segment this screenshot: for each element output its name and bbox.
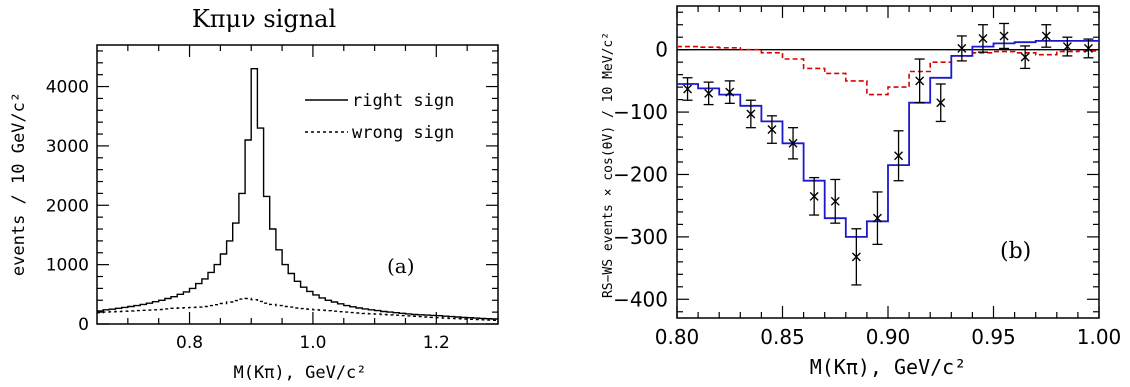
- y-tick-label: 4000: [46, 78, 89, 98]
- panel-a-ticks: [97, 45, 499, 325]
- x-tick-label: 0.8: [176, 333, 203, 353]
- y-tick-label: 1000: [46, 256, 89, 276]
- panel-a-xlabel: M(Kπ), GeV/c²: [233, 363, 366, 383]
- panel-a-legend: right sign wrong sign: [305, 91, 454, 143]
- panel-a-tick-labels: 0.8 1.0 1.2 0 1000 2000 3000 4000: [46, 78, 450, 353]
- y-tick-label: 2000: [46, 196, 89, 216]
- data-point: [830, 178, 841, 224]
- x-tick-label: 1.00: [1077, 325, 1122, 349]
- data-point: [956, 35, 967, 62]
- x-marker-b: [978, 33, 988, 43]
- y-tick-label: 0: [655, 38, 668, 62]
- data-point: [977, 24, 988, 53]
- x-marker-b: [683, 84, 693, 94]
- data-point: [893, 130, 904, 182]
- x-marker-b: [788, 138, 798, 148]
- data-point: [788, 127, 799, 160]
- data-point: [682, 77, 693, 101]
- y-tick-label: −200: [613, 162, 668, 186]
- x-marker-b: [999, 31, 1009, 41]
- x-tick-label: 0.95: [971, 325, 1016, 349]
- right-sign-histogram: [97, 68, 498, 320]
- panel-b-xlabel: M(Kπ), GeV/c²: [810, 355, 967, 379]
- x-marker-b: [1041, 31, 1051, 41]
- data-point: [809, 176, 820, 216]
- x-marker-b: [894, 151, 904, 161]
- x-marker-b: [704, 88, 714, 98]
- y-tick-label: −400: [613, 287, 668, 311]
- red-dashed-histogram: [677, 45, 1099, 96]
- x-tick-label: 1.0: [299, 333, 326, 353]
- panel-b-tick-labels: 0.80 0.85 0.90 0.95 1.00 −400 −300 −200 −100 0: [613, 38, 1121, 349]
- x-marker-b: [1020, 52, 1030, 62]
- data-point: [1020, 45, 1031, 70]
- panel-a-ylabel: events / 10 GeV/c²: [9, 92, 29, 276]
- wrong-sign-histogram: [97, 297, 498, 321]
- blue-fit-histogram: [677, 40, 1099, 238]
- y-tick-label: −100: [613, 100, 668, 124]
- x-marker-b: [957, 43, 967, 53]
- panel-b: 0.80 0.85 0.90 0.95 1.00 −400 −300 −200 −100 0 (b…: [601, 5, 1121, 379]
- panel-a: Kπμν signal 0.8 1.0 1.2 0 1000 2000 3000 4000 r…: [9, 5, 499, 383]
- y-tick-label: 3000: [46, 137, 89, 157]
- panel-b-series: [677, 22, 1099, 286]
- data-point: [1062, 36, 1073, 57]
- panel-a-title: Kπμν signal: [192, 5, 336, 33]
- data-point: [999, 22, 1010, 50]
- panel-a-frame: [96, 44, 499, 325]
- panel-b-ticks: [676, 6, 1100, 318]
- data-point: [703, 81, 714, 106]
- x-tick-label: 0.90: [866, 325, 911, 349]
- x-marker-b: [851, 252, 861, 262]
- x-marker-b: [1083, 43, 1093, 53]
- x-marker-b: [1062, 42, 1072, 52]
- data-point: [766, 115, 777, 144]
- x-tick-label: 0.80: [655, 325, 700, 349]
- x-marker-b: [936, 98, 946, 108]
- data-point: [851, 228, 862, 286]
- data-point: [724, 80, 735, 104]
- x-marker-b: [746, 109, 756, 119]
- panel-b-ylabel: RS−WS events × cos(θV) / 10 MeV/c²: [601, 32, 616, 298]
- x-tick-label: 0.85: [760, 325, 805, 349]
- x-marker-b: [830, 196, 840, 206]
- panel-a-annotation: (a): [387, 254, 415, 278]
- panel-b-annotation: (b): [1000, 239, 1031, 264]
- y-tick-label: 0: [78, 315, 89, 335]
- x-marker-b: [725, 87, 735, 97]
- legend-right-sign-label: right sign: [352, 91, 454, 111]
- x-tick-label: 1.2: [423, 333, 450, 353]
- panel-a-series: [97, 68, 498, 321]
- data-point: [1041, 24, 1052, 48]
- data-point: [872, 191, 883, 246]
- x-marker-b: [915, 76, 925, 86]
- legend-wrong-sign-label: wrong sign: [352, 123, 454, 143]
- data-point: [914, 58, 925, 104]
- x-marker-b: [872, 213, 882, 223]
- x-marker-b: [809, 191, 819, 201]
- x-marker-b: [767, 125, 777, 135]
- data-point: [935, 83, 946, 123]
- data-point: [745, 99, 756, 129]
- y-tick-label: −300: [613, 225, 668, 249]
- data-point: [1083, 38, 1094, 59]
